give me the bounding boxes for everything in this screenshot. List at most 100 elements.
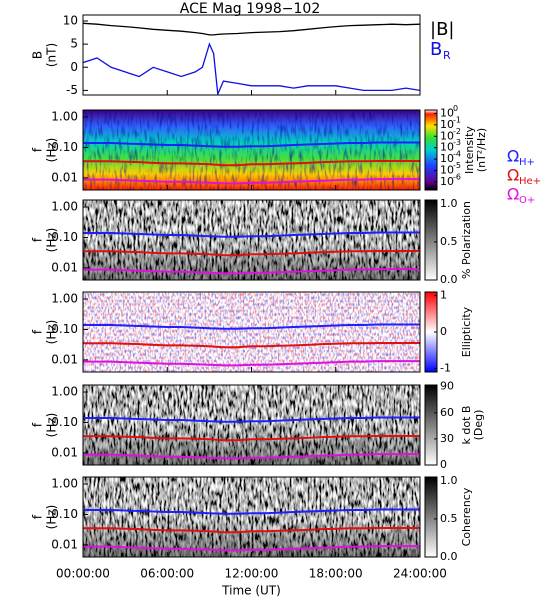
colorbar xyxy=(424,199,438,281)
spectrogram xyxy=(83,110,420,190)
gyrofrequency-line xyxy=(83,527,420,534)
colorbar-tick-label: 0.0 xyxy=(440,550,458,563)
colorbar-label: (nT²/Hz) xyxy=(475,128,488,172)
y-axis-label: (Hz) xyxy=(45,413,59,438)
x-tick-label: 24:00:00 xyxy=(393,567,447,581)
colorbar-tick-label: 0.5 xyxy=(440,512,458,525)
colorbar-label: % Polarization xyxy=(460,201,473,279)
y-tick-label: 0.01 xyxy=(51,260,78,274)
y-axis-label: (Hz) xyxy=(45,505,59,530)
legend-label: Ω xyxy=(507,147,519,166)
colorbar-tick-label: 1.0 xyxy=(440,197,458,210)
colorbar xyxy=(424,109,438,191)
y-axis-label: f xyxy=(31,514,45,519)
colorbar-tick-exponent: -2 xyxy=(453,127,461,136)
gyrofrequency-line xyxy=(83,160,420,167)
colorbar-tick-exponent: 0 xyxy=(453,104,458,113)
gyrofrequency-line xyxy=(83,141,420,148)
line xyxy=(83,22,420,36)
colorbar-tick-label: 0.0 xyxy=(440,273,458,286)
y-tick-label: -5 xyxy=(66,83,78,97)
gyrofrequency-line xyxy=(83,178,420,185)
colorbar-tick-label: 10 xyxy=(440,164,454,177)
x-tick-label: 18:00:00 xyxy=(309,567,363,581)
spectrogram-shade xyxy=(83,200,420,280)
gyrofrequency-line xyxy=(83,360,420,367)
colorbar xyxy=(424,384,438,466)
spectrogram xyxy=(83,385,420,465)
y-tick-label: 0.01 xyxy=(51,352,78,366)
colorbar-tick-label: 10 xyxy=(440,129,454,142)
y-axis-label: (nT) xyxy=(45,43,59,67)
colorbar-label: k dot B xyxy=(460,406,473,445)
gyrofrequency-line xyxy=(83,416,420,423)
colorbar-tick-label: 1 xyxy=(440,289,447,302)
chart-title: ACE Mag 1998−102 xyxy=(180,1,320,17)
y-axis-label: f xyxy=(31,329,45,334)
spectrogram xyxy=(83,477,420,557)
y-axis-label: (Hz) xyxy=(45,138,59,163)
colorbar-tick-label: 30 xyxy=(440,432,454,445)
legend-label: |B| xyxy=(430,19,454,40)
y-tick-label: 1.00 xyxy=(51,477,78,491)
legend-subscript: O+ xyxy=(519,195,535,206)
colorbar-tick-label: 0 xyxy=(440,458,447,471)
colorbar-tick-label: 0 xyxy=(440,325,447,338)
gyrofrequency-line xyxy=(83,231,420,238)
y-tick-label: 0.10 xyxy=(51,230,78,244)
y-tick-label: 1.00 xyxy=(51,200,78,214)
y-tick-label: 1.00 xyxy=(51,292,78,306)
legend-subscript: R xyxy=(443,49,451,62)
colorbar-label: Ellipticity xyxy=(460,306,473,357)
y-axis-label: f xyxy=(31,422,45,427)
gyrofrequency-line xyxy=(83,268,420,275)
gyrofrequency-line xyxy=(83,250,420,257)
colorbar-tick-label: 60 xyxy=(440,406,454,419)
colorbar-tick-exponent: -6 xyxy=(453,173,461,182)
colorbar-tick-exponent: -3 xyxy=(453,138,461,147)
gyrofrequency-line xyxy=(83,453,420,460)
y-tick-label: 0.10 xyxy=(51,415,78,429)
spectrogram-shade xyxy=(83,385,420,465)
colorbar-label: Coherency xyxy=(460,487,473,546)
colorbar-label: Intensity xyxy=(463,126,476,174)
spectrogram-texture xyxy=(83,292,420,372)
x-tick-label: 12:00:00 xyxy=(225,567,279,581)
colorbar-tick-label: 10 xyxy=(440,175,454,188)
legend-label: Ω xyxy=(507,166,519,185)
colorbar-tick-exponent: -4 xyxy=(453,150,461,159)
colorbar-tick-label: -1 xyxy=(440,361,451,374)
colorbar xyxy=(424,476,438,558)
gyrofrequency-line xyxy=(83,545,420,552)
x-tick-label: 00:00:00 xyxy=(56,567,110,581)
legend-label: Ω xyxy=(507,185,519,204)
colorbar-tick-label: 1.0 xyxy=(440,474,458,487)
spectrogram xyxy=(83,200,420,280)
colorbar-tick-label: 0.5 xyxy=(440,235,458,248)
colorbar-label: (Deg) xyxy=(472,410,485,441)
spectrogram-shade xyxy=(83,477,420,557)
y-tick-label: 0.10 xyxy=(51,322,78,336)
gyrofrequency-line xyxy=(83,508,420,515)
y-axis-label: f xyxy=(31,237,45,242)
gyrofrequency-line xyxy=(83,435,420,442)
legend-subscript: H+ xyxy=(519,157,535,168)
y-tick-label: 0.01 xyxy=(51,445,78,459)
x-axis-label: Time (UT) xyxy=(221,584,281,598)
spectrogram-texture xyxy=(83,110,420,190)
y-tick-label: 0 xyxy=(70,60,78,74)
legend-subscript: He+ xyxy=(519,176,541,187)
y-tick-label: 0.01 xyxy=(51,537,78,551)
legend-label: B xyxy=(430,39,442,60)
x-tick-label: 06:00:00 xyxy=(140,567,194,581)
colorbar-tick-label: 10 xyxy=(440,106,454,119)
y-tick-label: 0.10 xyxy=(51,507,78,521)
y-tick-label: 0.10 xyxy=(51,140,78,154)
line xyxy=(83,42,420,95)
y-axis-label: (Hz) xyxy=(45,320,59,345)
spectrogram xyxy=(83,292,420,372)
colorbar-tick-exponent: -5 xyxy=(453,161,461,170)
colorbar-tick-label: 90 xyxy=(440,380,454,393)
y-tick-label: 0.01 xyxy=(51,170,78,184)
